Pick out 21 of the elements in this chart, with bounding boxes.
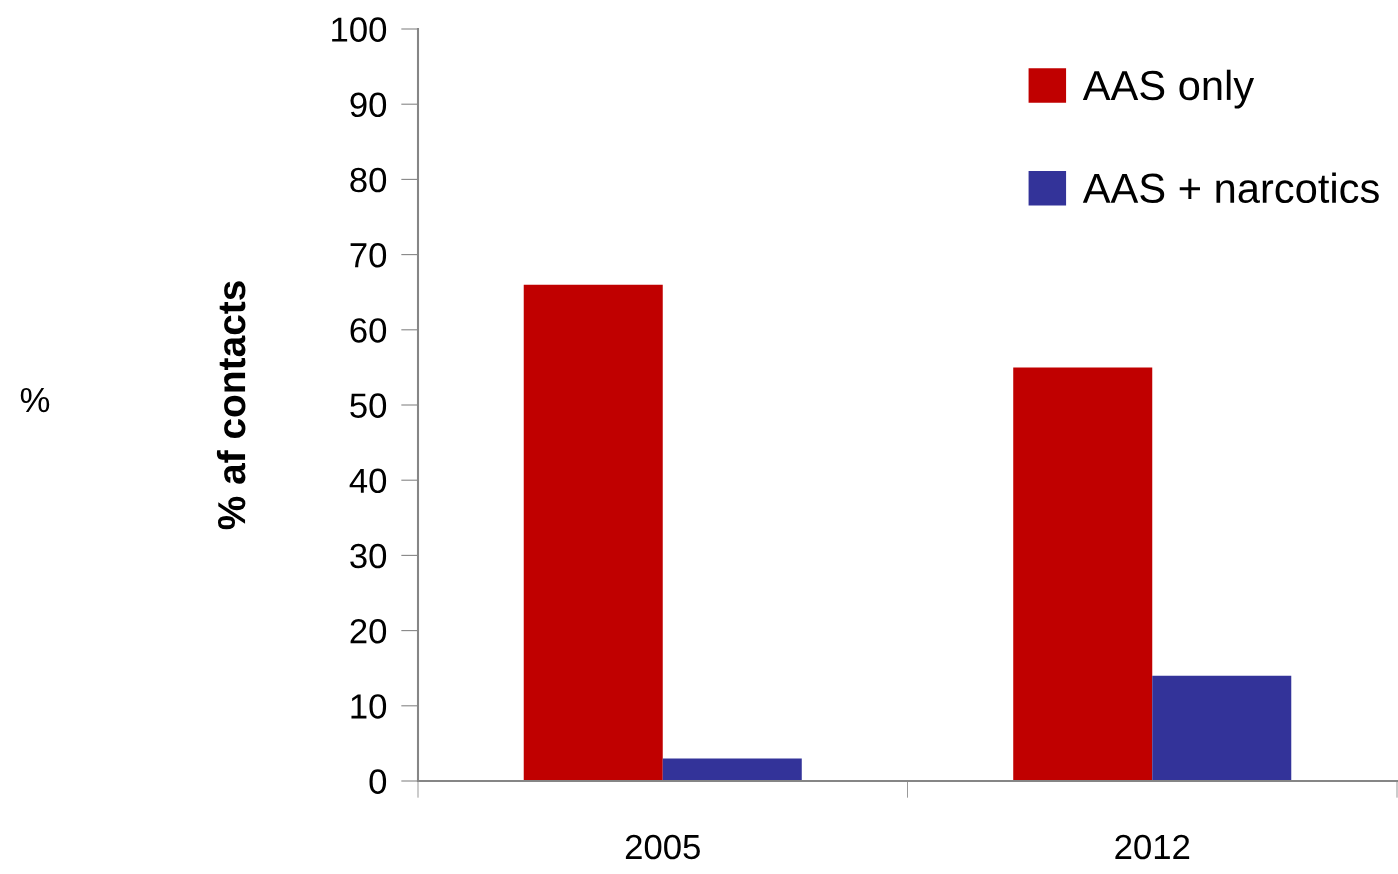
x-tick-label: 2005 — [625, 834, 700, 860]
y-tick-label: 30 — [350, 543, 387, 569]
bar — [523, 284, 663, 781]
y-tick-label: 90 — [350, 92, 387, 118]
y-tick-label: 80 — [350, 167, 387, 193]
y-tick-label: 0 — [369, 769, 387, 794]
y-axis-title: % af contacts — [216, 281, 246, 530]
bar — [662, 758, 802, 781]
y-tick-label: 50 — [350, 393, 387, 418]
y-tick-label: 10 — [351, 694, 387, 719]
y-tick-label: 20 — [350, 618, 387, 644]
legend-label: AAS + narcotics — [1082, 172, 1379, 204]
y-tick-label: 100 — [332, 17, 387, 42]
y-tick-label: 60 — [350, 318, 387, 343]
bar — [1013, 367, 1153, 781]
legend-label: AAS only — [1082, 69, 1255, 109]
x-tick-label: 2012 — [1115, 834, 1190, 860]
bar — [1152, 675, 1292, 781]
y-tick-label: 40 — [349, 468, 387, 494]
y-tick-label: 70 — [350, 242, 387, 268]
text: % — [20, 387, 50, 413]
